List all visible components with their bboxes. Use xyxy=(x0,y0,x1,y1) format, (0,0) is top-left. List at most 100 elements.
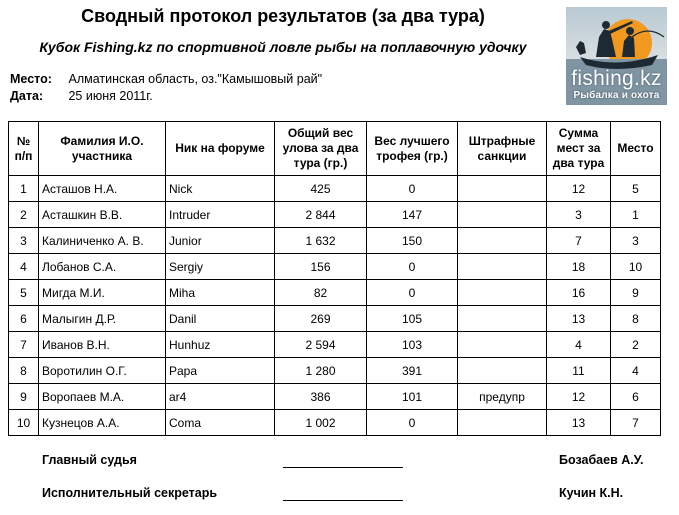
cell-total: 425 xyxy=(274,175,367,202)
cell-nick: Hunhuz xyxy=(165,331,275,358)
cell-nick: Intruder xyxy=(165,201,275,228)
cell-name: Воропаев М.А. xyxy=(38,383,166,410)
cell-total: 82 xyxy=(274,279,367,306)
logo-wordmark: fishing.kz xyxy=(571,67,662,90)
secretary-name: Кучин К.Н. xyxy=(559,486,624,500)
cell-penalty xyxy=(457,201,547,228)
cell-name: Мигда М.И. xyxy=(38,279,166,306)
cell-best: 391 xyxy=(366,357,458,384)
document-subtitle: Кубок Fishing.kz по спортивной ловле рыб… xyxy=(39,39,527,55)
cell-num: 8 xyxy=(8,357,39,384)
header-places-sum: Сумма мест за два тура xyxy=(546,121,611,176)
cell-penalty: предупр xyxy=(457,383,547,410)
cell-num: 3 xyxy=(8,227,39,254)
place-value: Алматинская область, оз."Камышовый рай" xyxy=(68,72,323,86)
table-row: 6 Малыгин Д.Р. Danil 269 105 13 8 xyxy=(8,305,661,332)
place-line: Место: Алматинская область, оз."Камышовы… xyxy=(10,72,322,86)
cell-place: 9 xyxy=(610,279,661,306)
cell-sum: 11 xyxy=(546,357,611,384)
cell-best: 0 xyxy=(366,279,458,306)
table-row: 10 Кузнецов А.А. Coma 1 002 0 13 7 xyxy=(8,409,661,436)
cell-best: 147 xyxy=(366,201,458,228)
cell-num: 7 xyxy=(8,331,39,358)
cell-name: Калиниченко А. В. xyxy=(38,227,166,254)
cell-best: 0 xyxy=(366,175,458,202)
cell-sum: 4 xyxy=(546,331,611,358)
cell-nick: Papa xyxy=(165,357,275,384)
cell-total: 386 xyxy=(274,383,367,410)
judge-name: Бозабаев А.У. xyxy=(559,453,644,467)
cell-sum: 7 xyxy=(546,227,611,254)
cell-penalty xyxy=(457,175,547,202)
cell-num: 1 xyxy=(8,175,39,202)
results-table: № п/п Фамилия И.О. участника Ник на фору… xyxy=(8,121,661,436)
cell-num: 2 xyxy=(8,201,39,228)
cell-penalty xyxy=(457,227,547,254)
cell-total: 2 594 xyxy=(274,331,367,358)
header-penalty: Штрафные санкции xyxy=(457,121,547,176)
cell-best: 150 xyxy=(366,227,458,254)
date-value: 25 июня 2011г. xyxy=(68,89,153,103)
cell-total: 2 844 xyxy=(274,201,367,228)
secretary-label: Исполнительный секретарь xyxy=(42,486,218,500)
table-row: 8 Воротилин О.Г. Papa 1 280 391 11 4 xyxy=(8,357,661,384)
cell-place: 2 xyxy=(610,331,661,358)
cell-total: 269 xyxy=(274,305,367,332)
cell-penalty xyxy=(457,253,547,280)
cell-best: 0 xyxy=(366,253,458,280)
judge-signature-line xyxy=(283,467,403,468)
cell-place: 8 xyxy=(610,305,661,332)
cell-best: 103 xyxy=(366,331,458,358)
cell-nick: Danil xyxy=(165,305,275,332)
cell-place: 4 xyxy=(610,357,661,384)
fishing-kz-logo: fishing.kz Рыбалка и охота xyxy=(566,7,667,105)
cell-num: 5 xyxy=(8,279,39,306)
header-best-trophy: Вес лучшего трофея (гр.) xyxy=(366,121,458,176)
cell-penalty xyxy=(457,305,547,332)
cell-nick: ar4 xyxy=(165,383,275,410)
cell-name: Воротилин О.Г. xyxy=(38,357,166,384)
cell-sum: 13 xyxy=(546,305,611,332)
logo-scene-icon xyxy=(566,7,667,105)
cell-num: 9 xyxy=(8,383,39,410)
table-row: 1 Асташов Н.А. Nick 425 0 12 5 xyxy=(8,175,661,202)
cell-sum: 3 xyxy=(546,201,611,228)
cell-penalty xyxy=(457,357,547,384)
cell-total: 1 280 xyxy=(274,357,367,384)
cell-place: 3 xyxy=(610,227,661,254)
cell-penalty xyxy=(457,331,547,358)
cell-place: 7 xyxy=(610,409,661,436)
header-name: Фамилия И.О. участника xyxy=(38,121,166,176)
table-row: 4 Лобанов С.А. Sergiy 156 0 18 10 xyxy=(8,253,661,280)
cell-place: 6 xyxy=(610,383,661,410)
cell-nick: Miha xyxy=(165,279,275,306)
cell-num: 10 xyxy=(8,409,39,436)
header-total-weight: Общий вес улова за два тура (гр.) xyxy=(274,121,367,176)
cell-sum: 16 xyxy=(546,279,611,306)
cell-name: Лобанов С.А. xyxy=(38,253,166,280)
header-nick: Ник на форуме xyxy=(165,121,275,176)
table-row: 3 Калиниченко А. В. Junior 1 632 150 7 3 xyxy=(8,227,661,254)
cell-name: Асташов Н.А. xyxy=(38,175,166,202)
table-row: 2 Асташкин В.В. Intruder 2 844 147 3 1 xyxy=(8,201,661,228)
place-label: Место: xyxy=(10,72,52,86)
cell-name: Асташкин В.В. xyxy=(38,201,166,228)
cell-total: 1 632 xyxy=(274,227,367,254)
table-row: 9 Воропаев М.А. ar4 386 101 предупр 12 6 xyxy=(8,383,661,410)
judge-label: Главный судья xyxy=(42,453,137,467)
cell-place: 1 xyxy=(610,201,661,228)
document-title: Сводный протокол результатов (за два тур… xyxy=(81,6,485,26)
table-header-row: № п/п Фамилия И.О. участника Ник на фору… xyxy=(8,121,661,176)
cell-num: 4 xyxy=(8,253,39,280)
cell-best: 0 xyxy=(366,409,458,436)
cell-best: 101 xyxy=(366,383,458,410)
cell-penalty xyxy=(457,279,547,306)
cell-place: 5 xyxy=(610,175,661,202)
secretary-signature-line xyxy=(283,500,403,501)
header-place: Место xyxy=(610,121,661,176)
cell-total: 1 002 xyxy=(274,409,367,436)
cell-total: 156 xyxy=(274,253,367,280)
header-num: № п/п xyxy=(8,121,39,176)
table-row: 7 Иванов В.Н. Hunhuz 2 594 103 4 2 xyxy=(8,331,661,358)
cell-sum: 12 xyxy=(546,175,611,202)
